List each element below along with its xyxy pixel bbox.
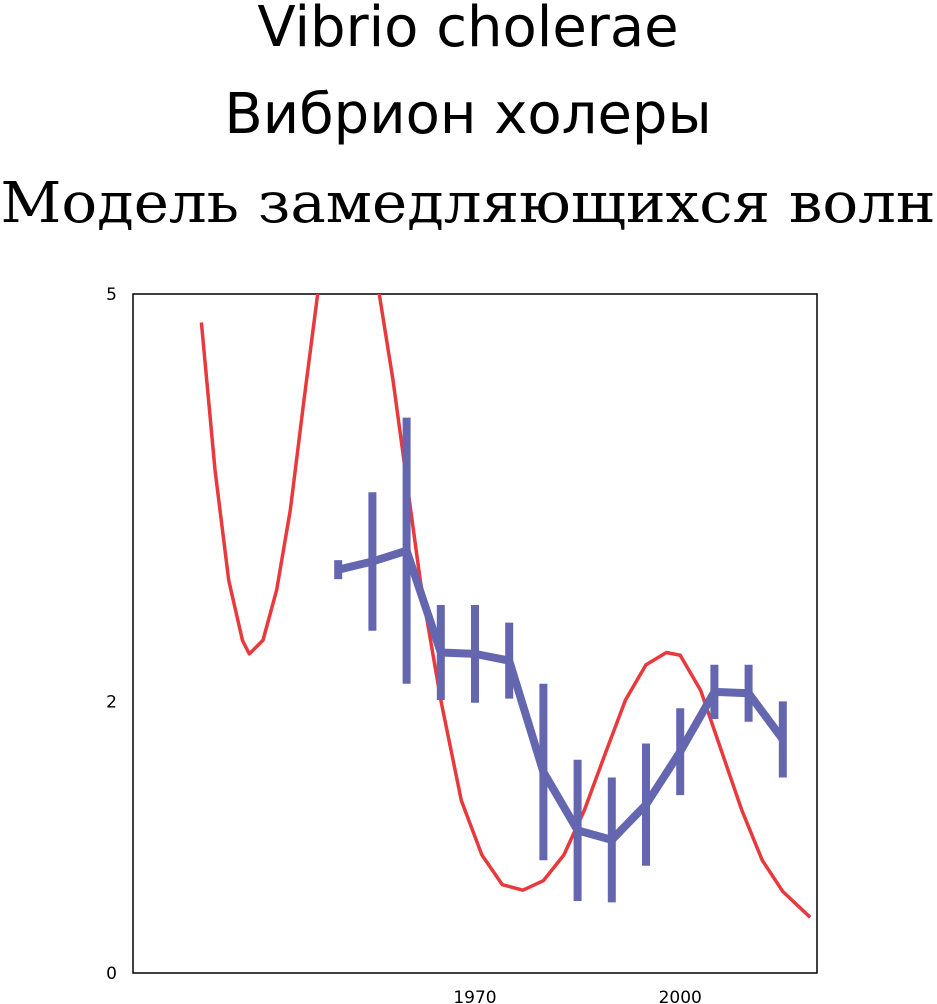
series-line — [199, 294, 812, 919]
x-tick-label: 1970 — [453, 988, 496, 1004]
plot-area — [199, 294, 812, 919]
y-tick-label: 2 — [106, 692, 117, 712]
chart-title: Vibrio cholerae — [257, 0, 678, 60]
y-tick-label: 0 — [106, 964, 117, 984]
x-tick-label: 2000 — [659, 988, 702, 1004]
chart-title: Вибрион холеры — [224, 82, 711, 147]
chart-title: Модель замедляющихся волн — [1, 171, 936, 236]
y-tick-label: 5 — [106, 285, 117, 305]
series-line — [337, 546, 787, 844]
plot-frame — [132, 293, 818, 974]
